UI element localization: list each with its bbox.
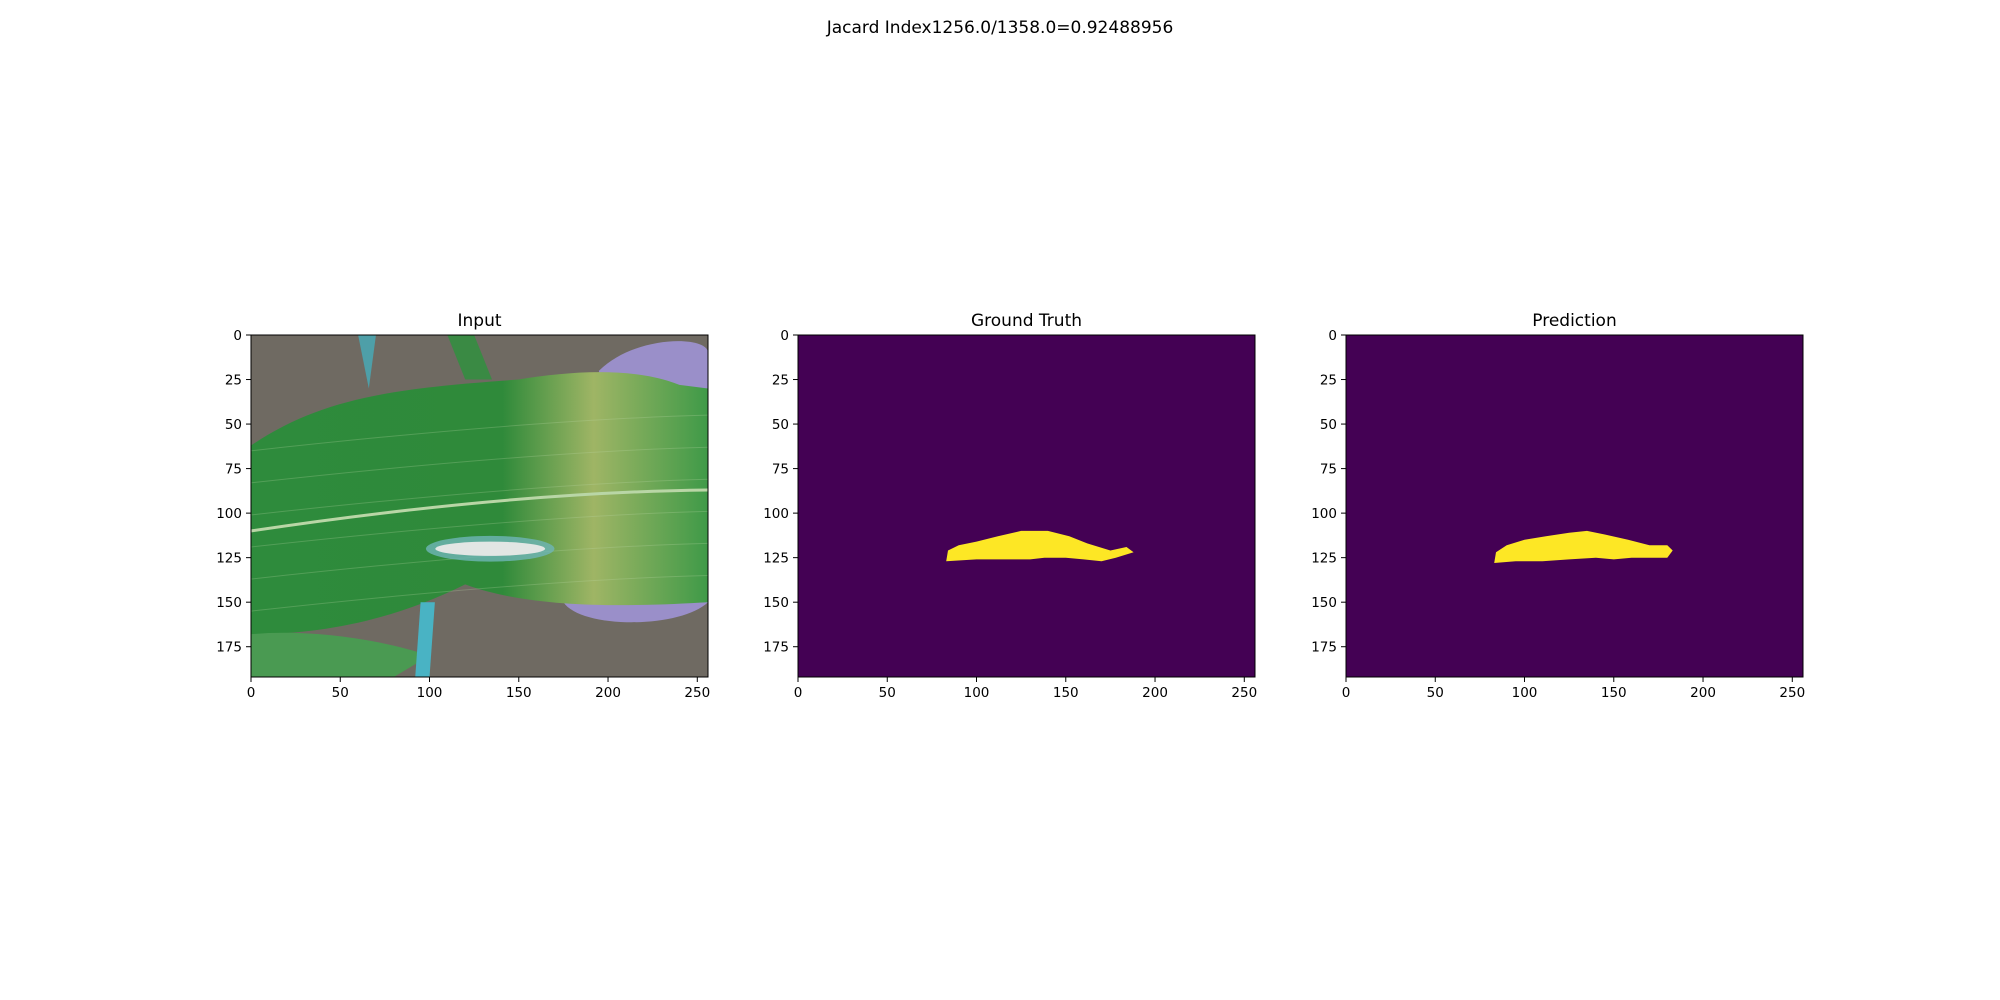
photo-leaf-vein	[251, 414, 708, 452]
image-area	[1346, 335, 1803, 677]
image-area	[251, 335, 708, 677]
mask-background	[798, 335, 1255, 677]
axes-title: Ground Truth	[971, 311, 1082, 331]
y-tick-label: 50	[1320, 417, 1337, 433]
x-tick-label: 50	[332, 685, 349, 701]
x-tick-label: 50	[879, 685, 896, 701]
photo-background-plant	[358, 335, 376, 389]
y-tick-label: 125	[216, 551, 242, 567]
x-tick-label: 150	[506, 685, 532, 701]
y-tick-label: 125	[763, 551, 789, 567]
x-tick-label: 200	[1142, 685, 1168, 701]
y-tick-label: 50	[772, 417, 789, 433]
x-tick-label: 0	[247, 685, 256, 701]
x-tick-label: 250	[1231, 685, 1257, 701]
y-tick-label: 25	[772, 373, 789, 389]
axes-1: Input 0 50 100 150 200 250 0 25 50 75 100 125 150 175	[216, 311, 710, 701]
y-tick-label: 150	[763, 595, 789, 611]
axes-2: Ground Truth 0 50 100 150 200 250 0 25 50 75 100 125…	[763, 311, 1257, 701]
photo-leaf-midrib	[251, 488, 708, 533]
y-tick-label: 25	[225, 373, 242, 389]
photo-leaf-vein	[251, 510, 708, 548]
x-tick-label: 200	[595, 685, 621, 701]
x-tick-label: 250	[1779, 685, 1805, 701]
x-tick-label: 0	[794, 685, 803, 701]
axes-frame	[1345, 334, 1804, 678]
x-tick-label: 50	[1427, 685, 1444, 701]
photo-background-plant	[447, 335, 492, 380]
axes-title: Input	[457, 311, 501, 331]
y-tick-label: 100	[1311, 506, 1337, 522]
y-tick-label: 150	[1311, 595, 1337, 611]
y-tick-label: 100	[763, 506, 789, 522]
photo-leaf-vein	[251, 574, 708, 612]
y-tick-label: 125	[1311, 551, 1337, 567]
axes-title: Prediction	[1532, 311, 1616, 331]
y-tick-label: 150	[216, 595, 242, 611]
x-tick-label: 100	[1512, 685, 1538, 701]
photo-lesion	[435, 541, 546, 556]
x-tick-label: 100	[417, 685, 443, 701]
photo-leaf-vein	[251, 446, 708, 484]
photo-lower-leaf	[251, 632, 430, 677]
axes-3: Prediction 0 50 100 150 200 250 0 25 50 75 100 125 15…	[1311, 311, 1805, 701]
y-tick-label: 0	[1328, 328, 1337, 344]
y-tick-label: 50	[225, 417, 242, 433]
y-tick-label: 175	[763, 640, 789, 656]
y-tick-label: 75	[1320, 462, 1337, 478]
image-area	[798, 335, 1255, 677]
y-tick-label: 0	[780, 328, 789, 344]
photo-stem	[415, 602, 435, 677]
axes-frame	[797, 334, 1256, 678]
x-tick-label: 150	[1601, 685, 1627, 701]
y-tick-label: 0	[233, 328, 242, 344]
x-tick-label: 150	[1053, 685, 1079, 701]
y-tick-label: 25	[1320, 373, 1337, 389]
mask-lesion-region	[1494, 530, 1673, 563]
y-tick-label: 75	[225, 462, 242, 478]
x-tick-label: 100	[964, 685, 990, 701]
x-tick-label: 0	[1342, 685, 1351, 701]
axes-frame	[250, 334, 709, 678]
y-tick-label: 175	[216, 640, 242, 656]
y-tick-label: 100	[216, 506, 242, 522]
mask-background	[1346, 335, 1803, 677]
x-tick-label: 250	[684, 685, 710, 701]
y-tick-label: 75	[772, 462, 789, 478]
mask-lesion-region	[946, 530, 1134, 562]
y-tick-label: 175	[1311, 640, 1337, 656]
x-tick-label: 200	[1690, 685, 1716, 701]
figure-suptitle: Jacard Index1256.0/1358.0=0.92488956	[826, 18, 1174, 38]
photo-leaf-vein	[251, 478, 708, 516]
